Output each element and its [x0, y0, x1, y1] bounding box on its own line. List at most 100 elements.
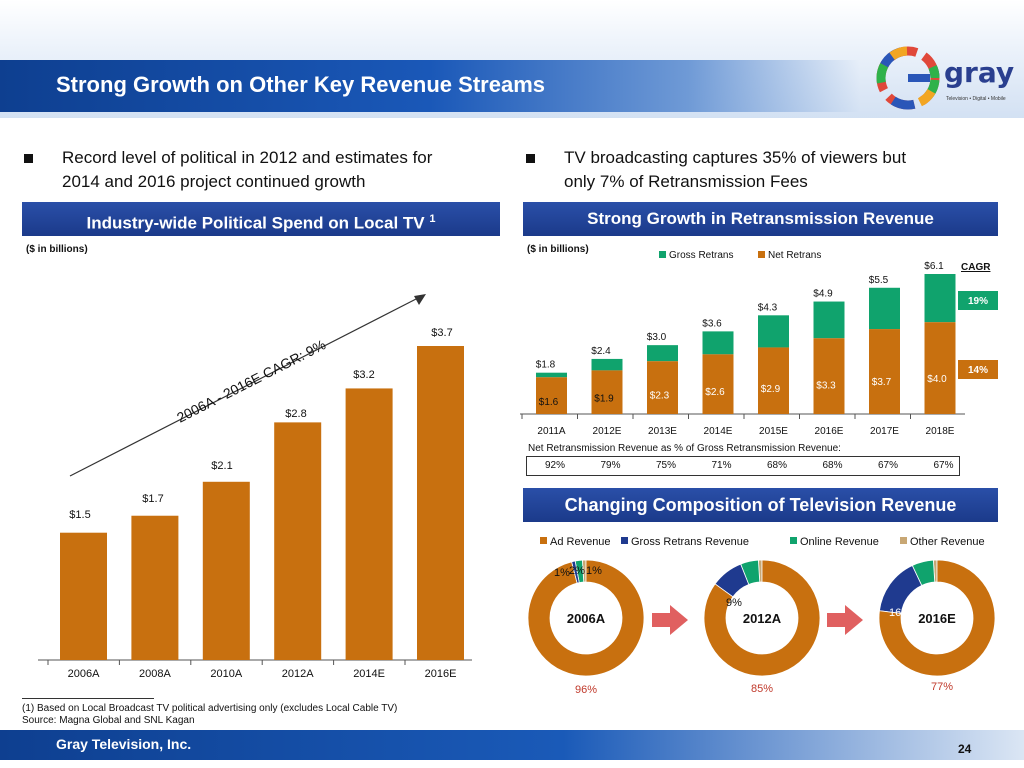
net-pct-value: 79% [600, 460, 621, 471]
footnote-rule [22, 698, 154, 699]
donut-pct-label: 16% [889, 607, 911, 619]
value-label: $2.1 [211, 460, 232, 472]
gross-value-label: $1.8 [536, 360, 556, 371]
donut-slice-2016e [879, 564, 923, 614]
bar-gross-2012e [591, 358, 623, 371]
x-tick-label: 2016E [425, 668, 457, 680]
bullet-left-line2: 2014 and 2016 project continued growth [62, 172, 366, 191]
donut-center-label: 2016E [918, 611, 956, 626]
gray-logo-mark [876, 46, 940, 110]
gray-logo: gray Television • Digital • Mobile [872, 40, 1022, 120]
value-label: $3.2 [353, 369, 374, 381]
net-value-label: $3.3 [816, 381, 836, 392]
bar-gross-2015e [758, 315, 789, 348]
legend-swatch [790, 537, 797, 544]
bullet-marker-right [526, 154, 535, 163]
x-tick-label: 2016E [815, 426, 844, 437]
donut-pct-label: 2% [569, 565, 585, 577]
donut-pct-label: 85% [751, 683, 773, 695]
bar-gross-2017e [869, 287, 900, 330]
value-label: $1.5 [69, 509, 90, 521]
gross-value-label: $4.9 [813, 289, 833, 300]
net-pct-value: 92% [544, 460, 565, 471]
bar-2010a [202, 481, 250, 660]
bullet-right-line1: TV broadcasting captures 35% of viewers … [564, 148, 907, 167]
legend-label: Online Revenue [800, 536, 879, 548]
donut-slice-2016e [878, 559, 996, 677]
bar-2014e [345, 388, 393, 660]
logo-tagline: Television • Digital • Mobile [946, 96, 1006, 102]
net-value-label: $3.7 [872, 377, 892, 388]
bar-gross-2018e [924, 274, 956, 323]
legend-swatch [900, 537, 907, 544]
units-right: ($ in billions) [527, 244, 589, 255]
left-chart-banner: Industry-wide Political Spend on Local T… [22, 202, 500, 236]
x-tick-label: 2018E [926, 426, 955, 437]
left-banner-footnote-marker: 1 [429, 213, 436, 225]
net-pct-value: 67% [877, 460, 898, 471]
net-value-label: $2.6 [705, 387, 725, 398]
legend-label: Gross Retrans Revenue [631, 536, 749, 548]
bar-gross-2011a [536, 372, 567, 378]
legend-swatch-gross [659, 251, 666, 258]
bar-net-2013e [647, 361, 678, 414]
net-pct-value: 67% [933, 460, 954, 471]
x-tick-label: 2010A [210, 668, 242, 680]
footer-company: Gray Television, Inc. [56, 736, 192, 752]
cagr-trend-line [69, 297, 419, 477]
x-tick-label: 2012E [593, 426, 622, 437]
cagr-value-net: 14% [968, 365, 988, 376]
value-label: $2.8 [285, 408, 306, 420]
value-label: $1.7 [142, 493, 163, 505]
legend-swatch [540, 537, 547, 544]
x-tick-label: 2008A [139, 668, 171, 680]
cagr-value-gross: 19% [968, 296, 988, 307]
composition-chart: Ad Revenue Gross Retrans Revenue Online Re… [527, 536, 996, 696]
gross-value-label: $4.3 [758, 302, 778, 313]
cagr-badge-gross [958, 291, 998, 310]
gross-value-label: $3.0 [647, 332, 667, 343]
legend-swatch-net [758, 251, 765, 258]
bar-gross-2013e [647, 345, 678, 362]
donut-slice-2006a [527, 559, 645, 677]
net-pct-value: 68% [766, 460, 787, 471]
composition-banner: Changing Composition of Television Reven… [523, 488, 998, 522]
donut-pct-label: 96% [575, 684, 597, 696]
net-value-label: $4.0 [927, 374, 947, 385]
right-chart-banner: Strong Growth in Retransmission Revenue [523, 202, 998, 236]
cagr-arrowhead [414, 294, 426, 305]
net-pct-value: 75% [655, 460, 676, 471]
donut-slice-2016e [911, 559, 936, 586]
x-tick-label: 2017E [870, 426, 899, 437]
cagr-badge-net [958, 360, 998, 379]
bullet-marker-left [24, 154, 33, 163]
donut-pct-label: 5% [750, 584, 766, 596]
x-tick-label: 2011A [537, 426, 566, 437]
bar-net-2017e [869, 329, 900, 414]
footnote-line2: Source: Magna Global and SNL Kagan [22, 715, 195, 726]
net-pct-value: 68% [822, 460, 843, 471]
legend-swatch [621, 537, 628, 544]
gross-value-label: $2.4 [591, 346, 611, 357]
bar-net-2016e [813, 338, 845, 414]
bullet-right-line2: only 7% of Retransmission Fees [564, 172, 808, 191]
donut-pct-label: 9% [726, 597, 742, 609]
donut-pct-label: 6% [919, 589, 935, 601]
footnote-line1: (1) Based on Local Broadcast TV politica… [22, 703, 398, 714]
bar-2012a [274, 422, 322, 660]
gross-value-label: $3.6 [702, 318, 722, 329]
bar-net-2012e [591, 370, 623, 414]
bar-2008a [131, 515, 179, 660]
donut-pct-label: 1% [554, 567, 570, 579]
gross-value-label: $5.5 [869, 275, 889, 286]
left-banner-text: Industry-wide Political Spend on Local T… [86, 213, 425, 233]
bar-net-2018e [924, 322, 956, 414]
legend-label-net: Net Retrans [768, 250, 821, 261]
legend-label-gross: Gross Retrans [669, 250, 733, 261]
x-tick-label: 2015E [759, 426, 788, 437]
net-value-label: $1.6 [539, 397, 559, 408]
bar-net-2014e [702, 354, 734, 414]
gross-value-label: $6.1 [924, 261, 944, 272]
net-pct-value: 71% [711, 460, 732, 471]
political-spend-chart: 2006A 2008A 2010A 2012A 2014E 2016E $1.5 $1.7 $2… [38, 294, 472, 680]
